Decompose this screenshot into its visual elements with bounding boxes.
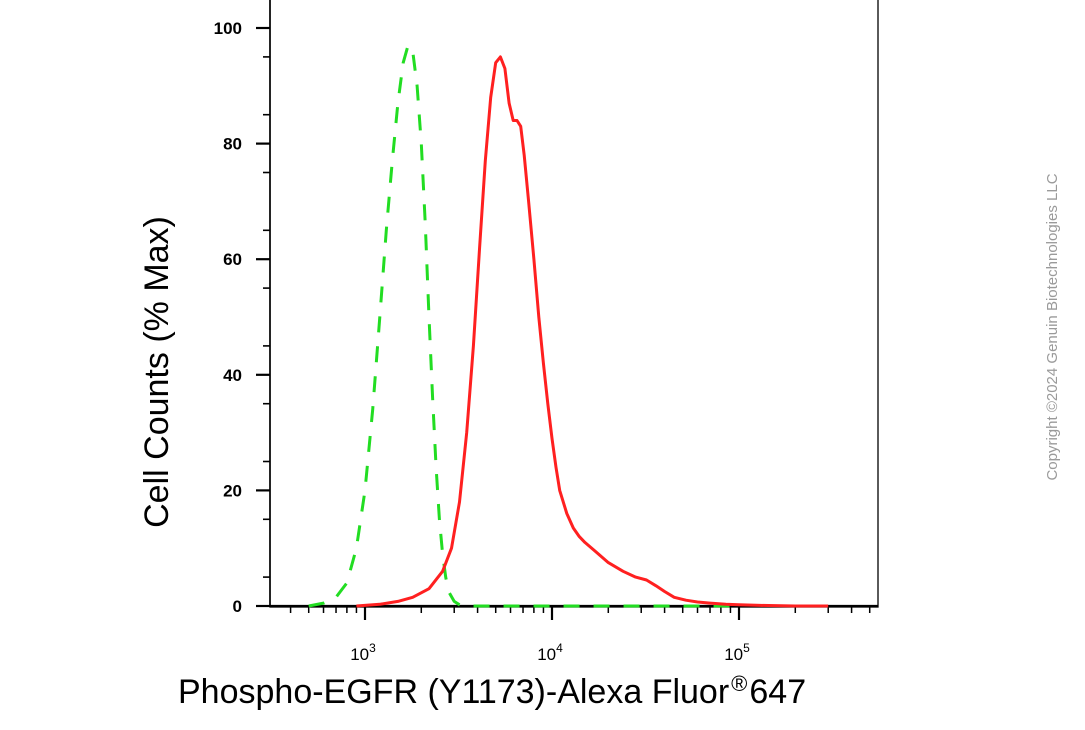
x-tick-label: 103 — [350, 641, 376, 664]
sample-histogram-line — [356, 55, 829, 608]
x-axis-title: Phospho-EGFR (Y1173)-Alexa Fluor®647 — [178, 671, 806, 711]
registered-mark: ® — [731, 671, 747, 696]
x-tick-label: 104 — [537, 641, 563, 664]
y-tick-label: 20 — [223, 481, 242, 500]
y-tick-label: 100 — [214, 19, 242, 38]
x-axis: 103 104 105 — [270, 604, 878, 664]
y-axis-title: Cell Counts (% Max) — [138, 216, 176, 528]
x-tick-label: 105 — [724, 641, 750, 664]
y-tick-label: 0 — [233, 597, 242, 616]
y-tick-label: 40 — [223, 366, 242, 385]
copyright-notice: Copyright ©2024 Genuin Biotechnologies L… — [1044, 173, 1061, 480]
x-axis-title-suffix: 647 — [749, 673, 806, 711]
y-tick-label: 80 — [223, 135, 242, 154]
series-layer — [308, 43, 829, 608]
isotype-control-line — [308, 43, 739, 608]
x-axis-title-main: Phospho-EGFR (Y1173)-Alexa Fluor — [178, 673, 729, 711]
y-axis: 0 20 40 60 80 100 — [214, 0, 271, 616]
y-tick-label: 60 — [223, 250, 242, 269]
plot-frame — [269, 0, 879, 608]
